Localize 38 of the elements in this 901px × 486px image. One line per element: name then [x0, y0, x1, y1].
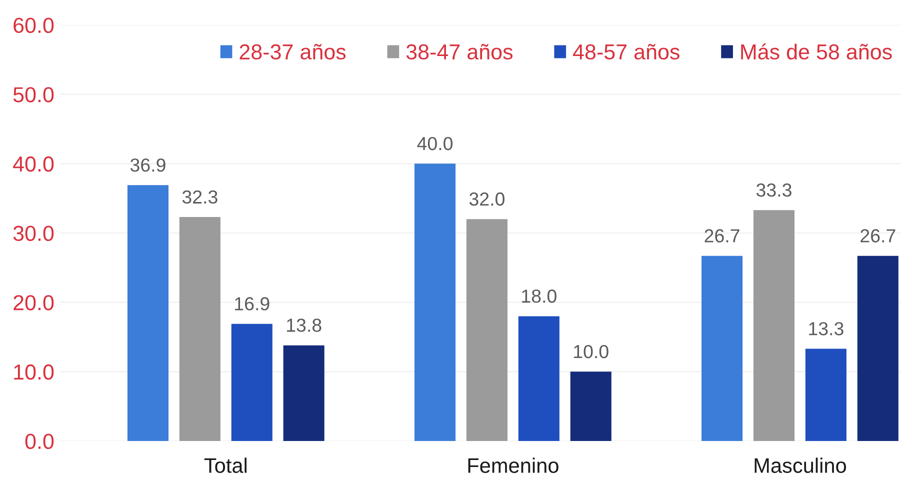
legend-label: 48-57 años — [572, 44, 680, 60]
bar — [805, 348, 846, 441]
bar — [518, 316, 560, 441]
x-tick-label: Femenino — [468, 458, 558, 473]
data-label: 40.0 — [417, 136, 453, 150]
data-label: 36.9 — [130, 158, 166, 172]
y-tick-label: 50.0 — [13, 87, 54, 102]
data-label: 26.7 — [704, 229, 740, 242]
y-tick-label: 20.0 — [14, 295, 54, 310]
y-tick-label: 0.0 — [25, 434, 54, 450]
bar — [570, 372, 612, 441]
bar — [753, 210, 795, 441]
bar — [466, 219, 508, 441]
x-tick-label: Masculino — [754, 458, 846, 473]
bar — [414, 164, 456, 441]
data-label: 13.3 — [809, 322, 844, 336]
data-label: 32.3 — [182, 190, 218, 204]
y-tick-label: 40.0 — [13, 156, 54, 172]
bar — [231, 324, 272, 441]
bar — [857, 256, 898, 441]
bar — [283, 345, 324, 441]
bar — [179, 217, 220, 441]
data-label: 10.0 — [574, 344, 608, 358]
y-tick-label: 60.0 — [14, 18, 54, 34]
data-label: 13.8 — [287, 318, 322, 332]
data-label: 18.0 — [522, 289, 556, 303]
data-label: 16.9 — [235, 297, 270, 310]
y-tick-label: 10.0 — [14, 364, 54, 380]
legend-label: Más de 58 años — [741, 43, 892, 60]
data-label: 32.0 — [469, 192, 504, 206]
y-tick-label: 30.0 — [13, 226, 54, 242]
legend-label: 38-47 años — [406, 44, 513, 60]
x-tick-label: Total — [204, 458, 247, 473]
bar — [702, 256, 743, 441]
data-label: 33.3 — [756, 183, 792, 197]
legend-label: 28-37 años — [240, 44, 346, 60]
data-label: 26.7 — [860, 229, 896, 242]
bar — [127, 185, 168, 441]
